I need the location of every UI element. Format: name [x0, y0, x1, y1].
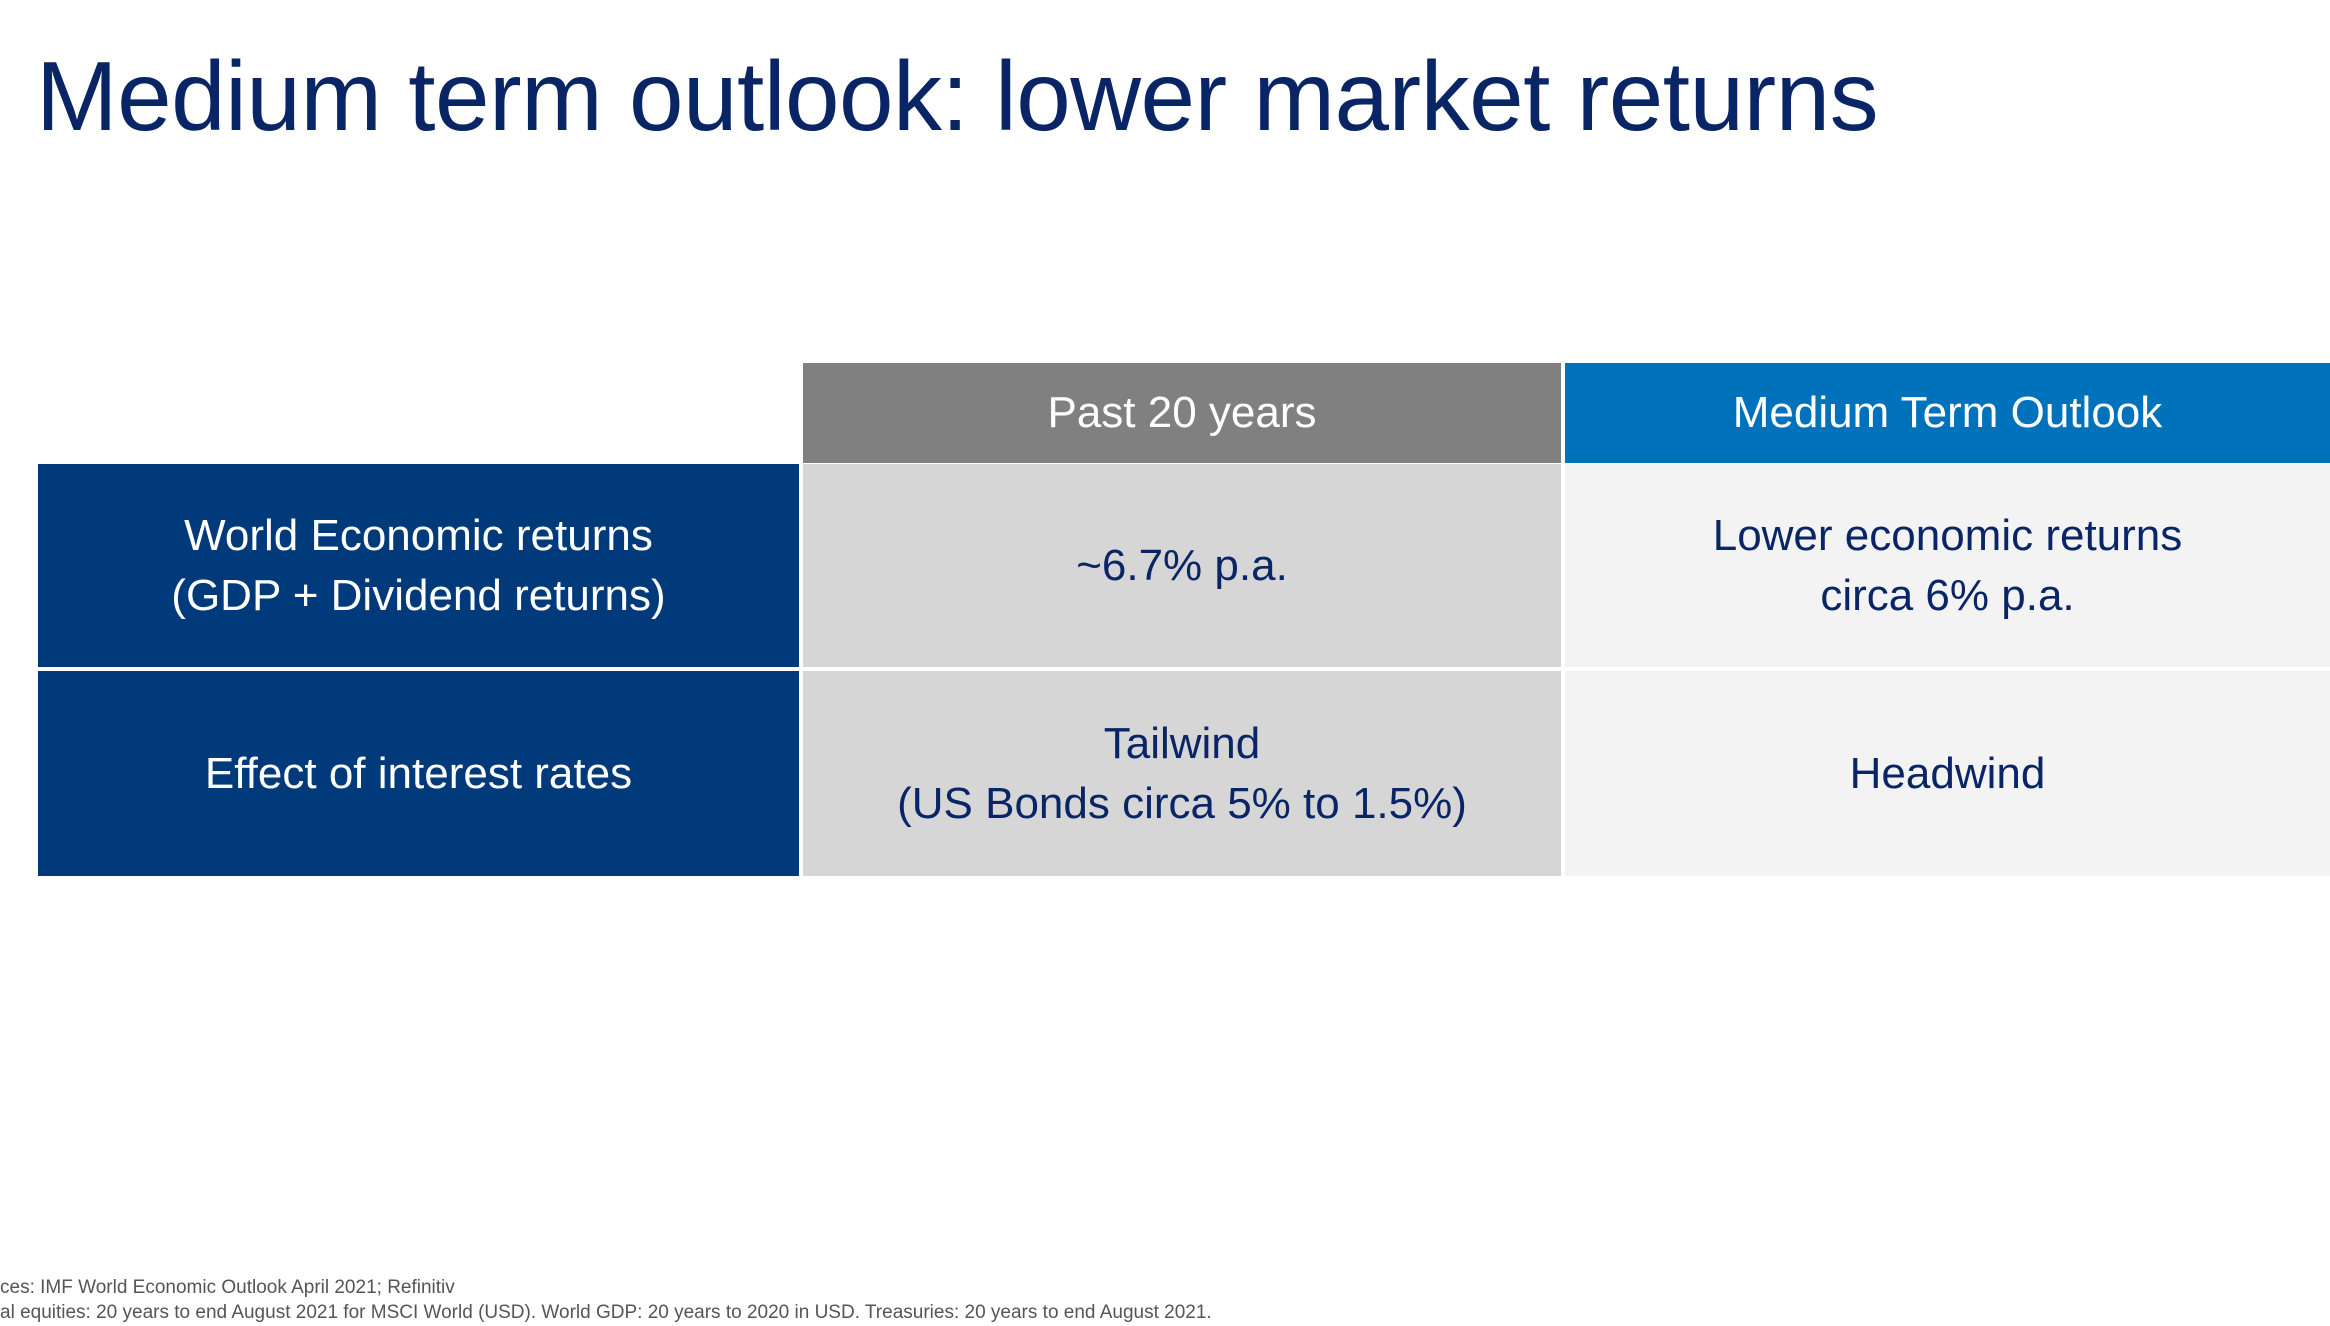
row-label-line: (GDP + Dividend returns) — [171, 570, 666, 620]
cell-line: circa 6% p.a. — [1820, 570, 2075, 620]
past-cell-world-economic-returns: ~6.7% p.a. — [803, 464, 1561, 667]
cell-line: Headwind — [1849, 748, 2046, 798]
outlook-cell-world-economic-returns: Lower economic returns circa 6% p.a. — [1565, 464, 2330, 667]
header-past-20-years: Past 20 years — [803, 363, 1561, 463]
footnotes: ces: IMF World Economic Outlook April 20… — [0, 1276, 1212, 1325]
row-label-effect-of-interest-rates: Effect of interest rates — [38, 671, 799, 876]
footnote-methodology: al equities: 20 years to end August 2021… — [0, 1301, 1212, 1323]
row-label-world-economic-returns: World Economic returns (GDP + Dividend r… — [38, 464, 799, 667]
footnote-sources: ces: IMF World Economic Outlook April 20… — [0, 1277, 455, 1298]
header-label: Medium Term Outlook — [1732, 388, 2163, 438]
cell-line: Lower economic returns — [1712, 511, 2183, 561]
row-label-line: World Economic returns — [184, 511, 653, 561]
cell-line: (US Bonds circa 5% to 1.5%) — [897, 778, 1467, 828]
row-label-line: Effect of interest rates — [204, 748, 633, 798]
cell-line: ~6.7% p.a. — [1076, 540, 1288, 590]
header-label: Past 20 years — [1047, 388, 1317, 438]
outlook-cell-effect-of-interest-rates: Headwind — [1565, 671, 2330, 876]
cell-line: Tailwind — [1103, 719, 1261, 769]
header-medium-term-outlook: Medium Term Outlook — [1565, 363, 2330, 463]
past-cell-effect-of-interest-rates: Tailwind (US Bonds circa 5% to 1.5%) — [803, 671, 1561, 876]
page-title: Medium term outlook: lower market return… — [36, 41, 1879, 151]
